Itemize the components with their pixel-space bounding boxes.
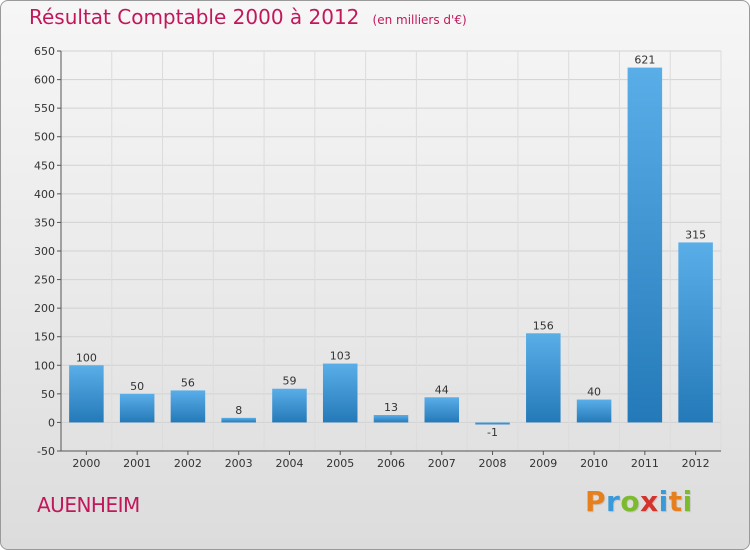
bar	[221, 417, 256, 423]
commune-name: AUENHEIM	[37, 493, 140, 517]
bar	[170, 390, 206, 423]
y-tick-label: 150	[34, 331, 55, 344]
proxiti-logo: Proxiti	[585, 485, 693, 518]
bar	[322, 363, 358, 423]
x-tick-label: 2010	[580, 457, 608, 470]
y-tick-label: 400	[34, 188, 55, 201]
data-label: 621	[634, 54, 655, 67]
x-tick-label: 2011	[631, 457, 659, 470]
bar	[576, 399, 612, 423]
logo-letter: r	[606, 485, 621, 518]
data-label: 13	[384, 401, 398, 414]
y-tick-label: 450	[34, 159, 55, 172]
data-label: 44	[435, 383, 449, 396]
y-tick-label: 200	[34, 302, 55, 315]
x-tick-label: 2003	[225, 457, 253, 470]
x-tick-label: 2007	[428, 457, 456, 470]
bar	[69, 365, 104, 423]
x-tick-label: 2000	[72, 457, 100, 470]
x-tick-label: 2012	[682, 457, 710, 470]
x-tick-label: 2001	[123, 457, 151, 470]
bar	[627, 67, 663, 423]
x-tick-label: 2006	[377, 457, 405, 470]
x-tick-label: 2008	[479, 457, 507, 470]
logo-letter: t	[668, 485, 683, 518]
chart-title: Résultat Comptable 2000 à 2012 (en milli…	[29, 5, 467, 29]
y-tick-label: 350	[34, 216, 55, 229]
bar	[424, 397, 460, 423]
x-tick-label: 2009	[529, 457, 557, 470]
bar	[119, 393, 155, 423]
bar	[373, 415, 409, 423]
y-tick-label: 100	[34, 359, 55, 372]
data-label: 156	[533, 319, 554, 332]
y-tick-label: -50	[37, 445, 55, 458]
chart-title-main: Résultat Comptable 2000 à 2012	[29, 5, 360, 29]
data-label: 100	[76, 351, 97, 364]
logo-letter: P	[585, 485, 607, 518]
chart-title-unit: (en milliers d'€)	[372, 13, 467, 27]
y-tick-label: 250	[34, 274, 55, 287]
y-tick-label: 500	[34, 131, 55, 144]
data-label: 103	[330, 350, 351, 363]
data-label: 8	[235, 404, 242, 417]
data-label: 315	[685, 228, 706, 241]
data-label: 50	[130, 380, 144, 393]
y-tick-label: 550	[34, 102, 55, 115]
logo-letter: i	[682, 485, 693, 518]
logo-letter: o	[620, 485, 641, 518]
y-tick-label: 650	[34, 45, 55, 58]
x-tick-label: 2005	[326, 457, 354, 470]
y-tick-label: 600	[34, 74, 55, 87]
data-label: 59	[282, 375, 296, 388]
logo-letter: i	[658, 485, 669, 518]
data-label: 56	[181, 376, 195, 389]
bar	[526, 333, 561, 423]
data-label: 40	[587, 386, 601, 399]
y-tick-label: 50	[41, 388, 55, 401]
y-tick-label: 0	[48, 416, 55, 429]
bar	[475, 422, 510, 425]
logo-letter: x	[640, 485, 659, 518]
data-label: -1	[487, 426, 498, 439]
y-tick-label: 300	[34, 245, 55, 258]
bar	[678, 242, 713, 423]
x-tick-label: 2004	[275, 457, 303, 470]
x-tick-label: 2002	[174, 457, 202, 470]
bar	[272, 388, 307, 423]
